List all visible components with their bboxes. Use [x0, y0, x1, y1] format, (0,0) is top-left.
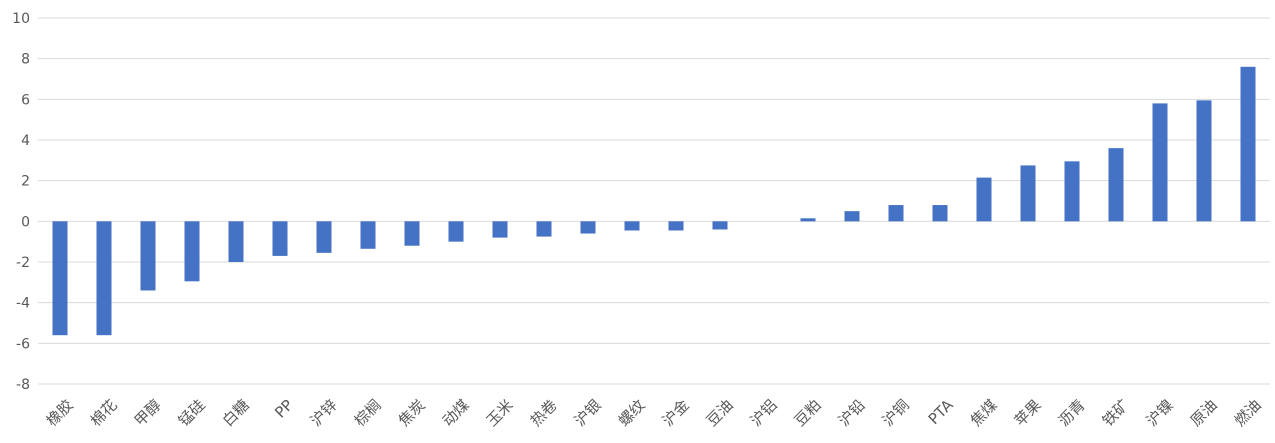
y-tick-label: 0 — [21, 214, 30, 230]
y-tick-label: -8 — [16, 377, 30, 393]
x-tick-label: 玉米 — [483, 396, 517, 430]
bar — [1240, 66, 1256, 222]
x-tick-label: PP — [271, 396, 297, 422]
bar — [96, 221, 112, 336]
bar — [624, 221, 640, 231]
x-tick-label: 原油 — [1187, 396, 1221, 430]
bar — [712, 221, 728, 230]
bar — [844, 211, 860, 222]
bar — [1196, 100, 1212, 222]
x-tick-label: 焦煤 — [967, 396, 1001, 430]
x-tick-label: 沪铜 — [879, 396, 913, 430]
bar — [536, 221, 552, 237]
bar — [1108, 148, 1124, 222]
x-tick-label: 棕榈 — [351, 396, 385, 430]
x-tick-label: 沥青 — [1055, 396, 1089, 430]
x-tick-label: 焦炭 — [395, 396, 429, 430]
bar — [184, 221, 200, 282]
x-tick-label: 橡胶 — [43, 396, 77, 430]
bar — [360, 221, 376, 249]
x-tick-label: 沪锌 — [307, 396, 341, 430]
x-tick-label: 沪铅 — [835, 396, 869, 430]
bar — [668, 221, 684, 231]
bar — [272, 221, 288, 256]
y-tick-label: 2 — [21, 174, 30, 190]
y-tick-label: -2 — [16, 255, 30, 271]
x-tick-label: 热卷 — [527, 396, 561, 430]
y-tick-label: 8 — [21, 52, 30, 68]
x-tick-label: 沪铝 — [747, 396, 781, 430]
bar — [976, 177, 992, 222]
y-tick-label: -6 — [16, 336, 30, 352]
x-tick-label: 棉花 — [87, 396, 121, 430]
x-tick-label: 动煤 — [439, 396, 473, 430]
x-tick-label: 燃油 — [1231, 396, 1265, 430]
x-tick-label: 甲醇 — [131, 396, 165, 430]
x-tick-label: 铁矿 — [1099, 396, 1133, 430]
y-tick-label: 4 — [21, 133, 30, 149]
bar — [1020, 165, 1036, 222]
bars-layer — [52, 66, 1256, 336]
x-tick-label: 豆粕 — [791, 396, 825, 430]
bar — [800, 218, 816, 222]
bar — [448, 221, 464, 242]
x-tick-label: 白糖 — [219, 396, 253, 430]
x-tick-label: 沪银 — [571, 396, 605, 430]
bar — [228, 221, 244, 262]
x-tick-label: PTA — [925, 396, 958, 429]
bar — [932, 205, 948, 222]
bar — [1064, 161, 1080, 222]
bar — [1152, 103, 1168, 222]
x-axis: 橡胶 棉花 甲醇 锰硅 白糖 PP 沪锌 棕榈 焦炭 动煤 玉米 热卷 沪银 螺纹 沪金 豆油 沪铝 豆粕 沪铅 沪铜… — [43, 396, 1265, 430]
grid-layer — [38, 17, 1270, 385]
y-tick-label: 6 — [21, 92, 30, 108]
bar — [580, 221, 596, 234]
bar — [888, 205, 904, 222]
bar — [316, 221, 332, 253]
y-axis: 10 8 6 4 2 0 -2 -4 -6 -8 — [12, 11, 30, 393]
x-tick-label: 苹果 — [1011, 396, 1045, 430]
x-tick-label: 豆油 — [703, 396, 737, 430]
y-tick-label: -4 — [16, 296, 30, 312]
x-tick-label: 螺纹 — [615, 396, 649, 430]
bar — [52, 221, 68, 336]
bar — [404, 221, 420, 246]
bar — [492, 221, 508, 238]
bar — [140, 221, 156, 291]
x-tick-label: 锰硅 — [175, 396, 209, 430]
x-tick-label: 沪镍 — [1143, 396, 1177, 430]
y-tick-label: 10 — [12, 11, 30, 27]
x-tick-label: 沪金 — [659, 396, 693, 430]
